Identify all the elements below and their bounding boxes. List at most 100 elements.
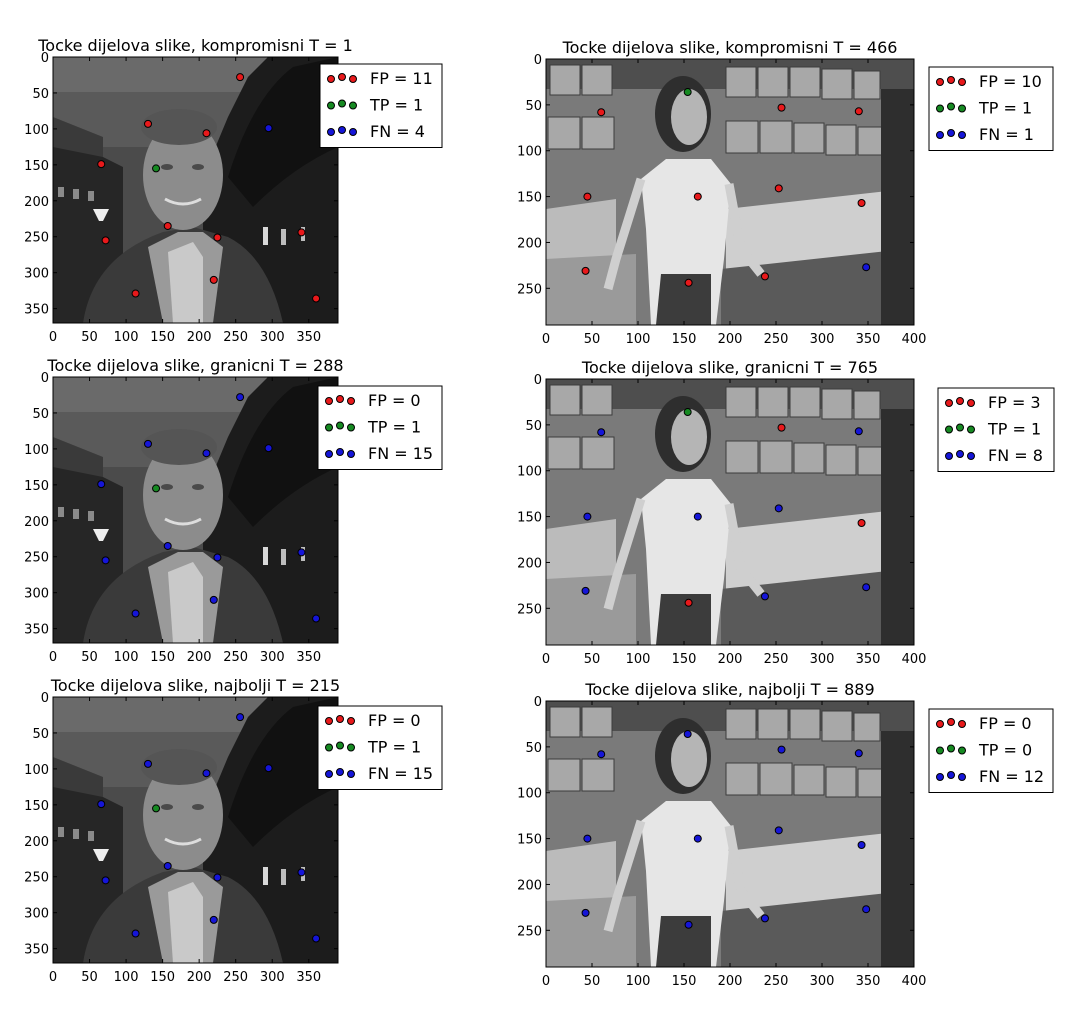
point-fn	[312, 614, 321, 623]
point-fn	[163, 861, 172, 870]
legend-marker-fn	[958, 131, 966, 139]
legend-marker-tp	[958, 746, 966, 755]
chart-title: Tocke dijelova slike, najbolji T = 889	[584, 680, 874, 699]
legend-marker-fn	[936, 131, 944, 139]
point-fn	[131, 609, 140, 618]
point-fn	[202, 769, 211, 778]
x-tick-label: 350	[296, 970, 321, 985]
y-tick-label: 150	[517, 191, 542, 206]
y-tick-label: 350	[24, 303, 49, 318]
x-tick-label: 250	[764, 332, 789, 347]
legend-label: FP = 0	[368, 391, 421, 410]
legend-marker-fp	[958, 78, 966, 86]
x-tick-label: 350	[296, 330, 321, 345]
legend-marker-fn	[325, 770, 333, 778]
legend: FP = 0 TP = 0 FN = 12	[928, 708, 1054, 793]
legend-marker-tp	[347, 743, 355, 752]
x-tick-label: 200	[718, 974, 743, 989]
legend-marker-fp	[936, 720, 944, 728]
legend-marker-fp	[347, 397, 355, 405]
legend-marker-fn	[347, 770, 355, 778]
legend-marker-tp	[945, 425, 953, 434]
legend: FP = 0 TP = 1 FN = 15	[317, 385, 443, 470]
x-tick-label: 200	[718, 652, 743, 667]
point-fp	[597, 108, 606, 117]
x-tick-label: 200	[718, 332, 743, 347]
chart-title: Tocke dijelova slike, kompromisni T = 46…	[562, 38, 898, 57]
point-fp	[760, 272, 769, 281]
legend-marker-tp	[947, 744, 955, 753]
legend-marker-fp	[967, 399, 975, 407]
legend-label: TP = 1	[978, 99, 1032, 118]
y-tick-label: 100	[24, 123, 49, 138]
point-fn	[862, 905, 871, 914]
point-fn	[774, 504, 783, 513]
legend-marker-fn	[947, 771, 955, 779]
legend: FP = 3 TP = 1 FN = 8	[937, 387, 1055, 472]
legend-label: FN = 1	[979, 125, 1034, 144]
x-tick-label: 300	[260, 650, 285, 665]
background-photo	[546, 701, 914, 967]
legend-marker-tp	[936, 746, 944, 755]
point-fp	[854, 107, 863, 116]
legend-marker-fp	[336, 715, 344, 723]
y-tick-label: 0	[534, 53, 542, 68]
legend: FP = 0 TP = 1 FN = 15	[317, 705, 443, 790]
x-tick-label: 0	[49, 650, 57, 665]
legend-marker-tp	[947, 102, 955, 111]
legend-marker-fn	[349, 128, 357, 136]
y-tick-label: 250	[24, 551, 49, 566]
y-tick-label: 100	[24, 763, 49, 778]
y-tick-label: 50	[32, 727, 49, 742]
legend-label: TP = 1	[367, 738, 421, 757]
legend-marker-fp	[327, 75, 335, 83]
x-tick-label: 250	[764, 652, 789, 667]
y-tick-label: 0	[534, 695, 542, 710]
x-tick-label: 0	[542, 974, 550, 989]
legend-label: FN = 8	[988, 446, 1043, 465]
x-tick-label: 350	[856, 332, 881, 347]
legend-marker-fn	[947, 129, 955, 137]
chart-panel: Tocke dijelova slike, kompromisni T = 46…	[517, 38, 1054, 347]
x-tick-label: 150	[672, 332, 697, 347]
legend-marker-fn	[347, 450, 355, 458]
y-tick-label: 50	[525, 419, 542, 434]
y-tick-label: 250	[517, 602, 542, 617]
point-fp	[97, 160, 106, 169]
x-tick-label: 350	[296, 650, 321, 665]
y-tick-label: 150	[517, 833, 542, 848]
point-fn	[297, 868, 306, 877]
y-tick-label: 50	[32, 407, 49, 422]
point-fn	[131, 929, 140, 938]
legend-label: FP = 0	[979, 714, 1032, 733]
legend-marker-fp	[956, 397, 964, 405]
y-tick-label: 50	[32, 87, 49, 102]
legend-marker-fn	[327, 128, 335, 136]
legend-marker-fp	[336, 395, 344, 403]
y-tick-label: 0	[41, 371, 49, 386]
point-fp	[131, 289, 140, 298]
x-tick-label: 100	[626, 974, 651, 989]
point-fn	[236, 393, 245, 402]
x-tick-label: 50	[584, 652, 601, 667]
point-fp	[684, 278, 693, 287]
y-tick-label: 350	[24, 943, 49, 958]
y-tick-label: 200	[24, 515, 49, 530]
legend-label: FN = 15	[368, 764, 433, 783]
y-tick-label: 50	[525, 741, 542, 756]
legend-marker-fp	[325, 717, 333, 725]
x-tick-label: 0	[49, 330, 57, 345]
y-tick-label: 250	[517, 924, 542, 939]
point-tp	[152, 804, 161, 813]
point-fp	[202, 129, 211, 138]
point-fn	[144, 439, 152, 448]
point-fn	[264, 444, 273, 453]
x-tick-label: 50	[81, 330, 98, 345]
point-fn	[854, 749, 863, 758]
point-fn	[213, 873, 222, 882]
x-tick-label: 350	[856, 974, 881, 989]
chart-title: Tocke dijelova slike, najbolji T = 215	[50, 676, 340, 695]
point-fn	[683, 730, 692, 739]
